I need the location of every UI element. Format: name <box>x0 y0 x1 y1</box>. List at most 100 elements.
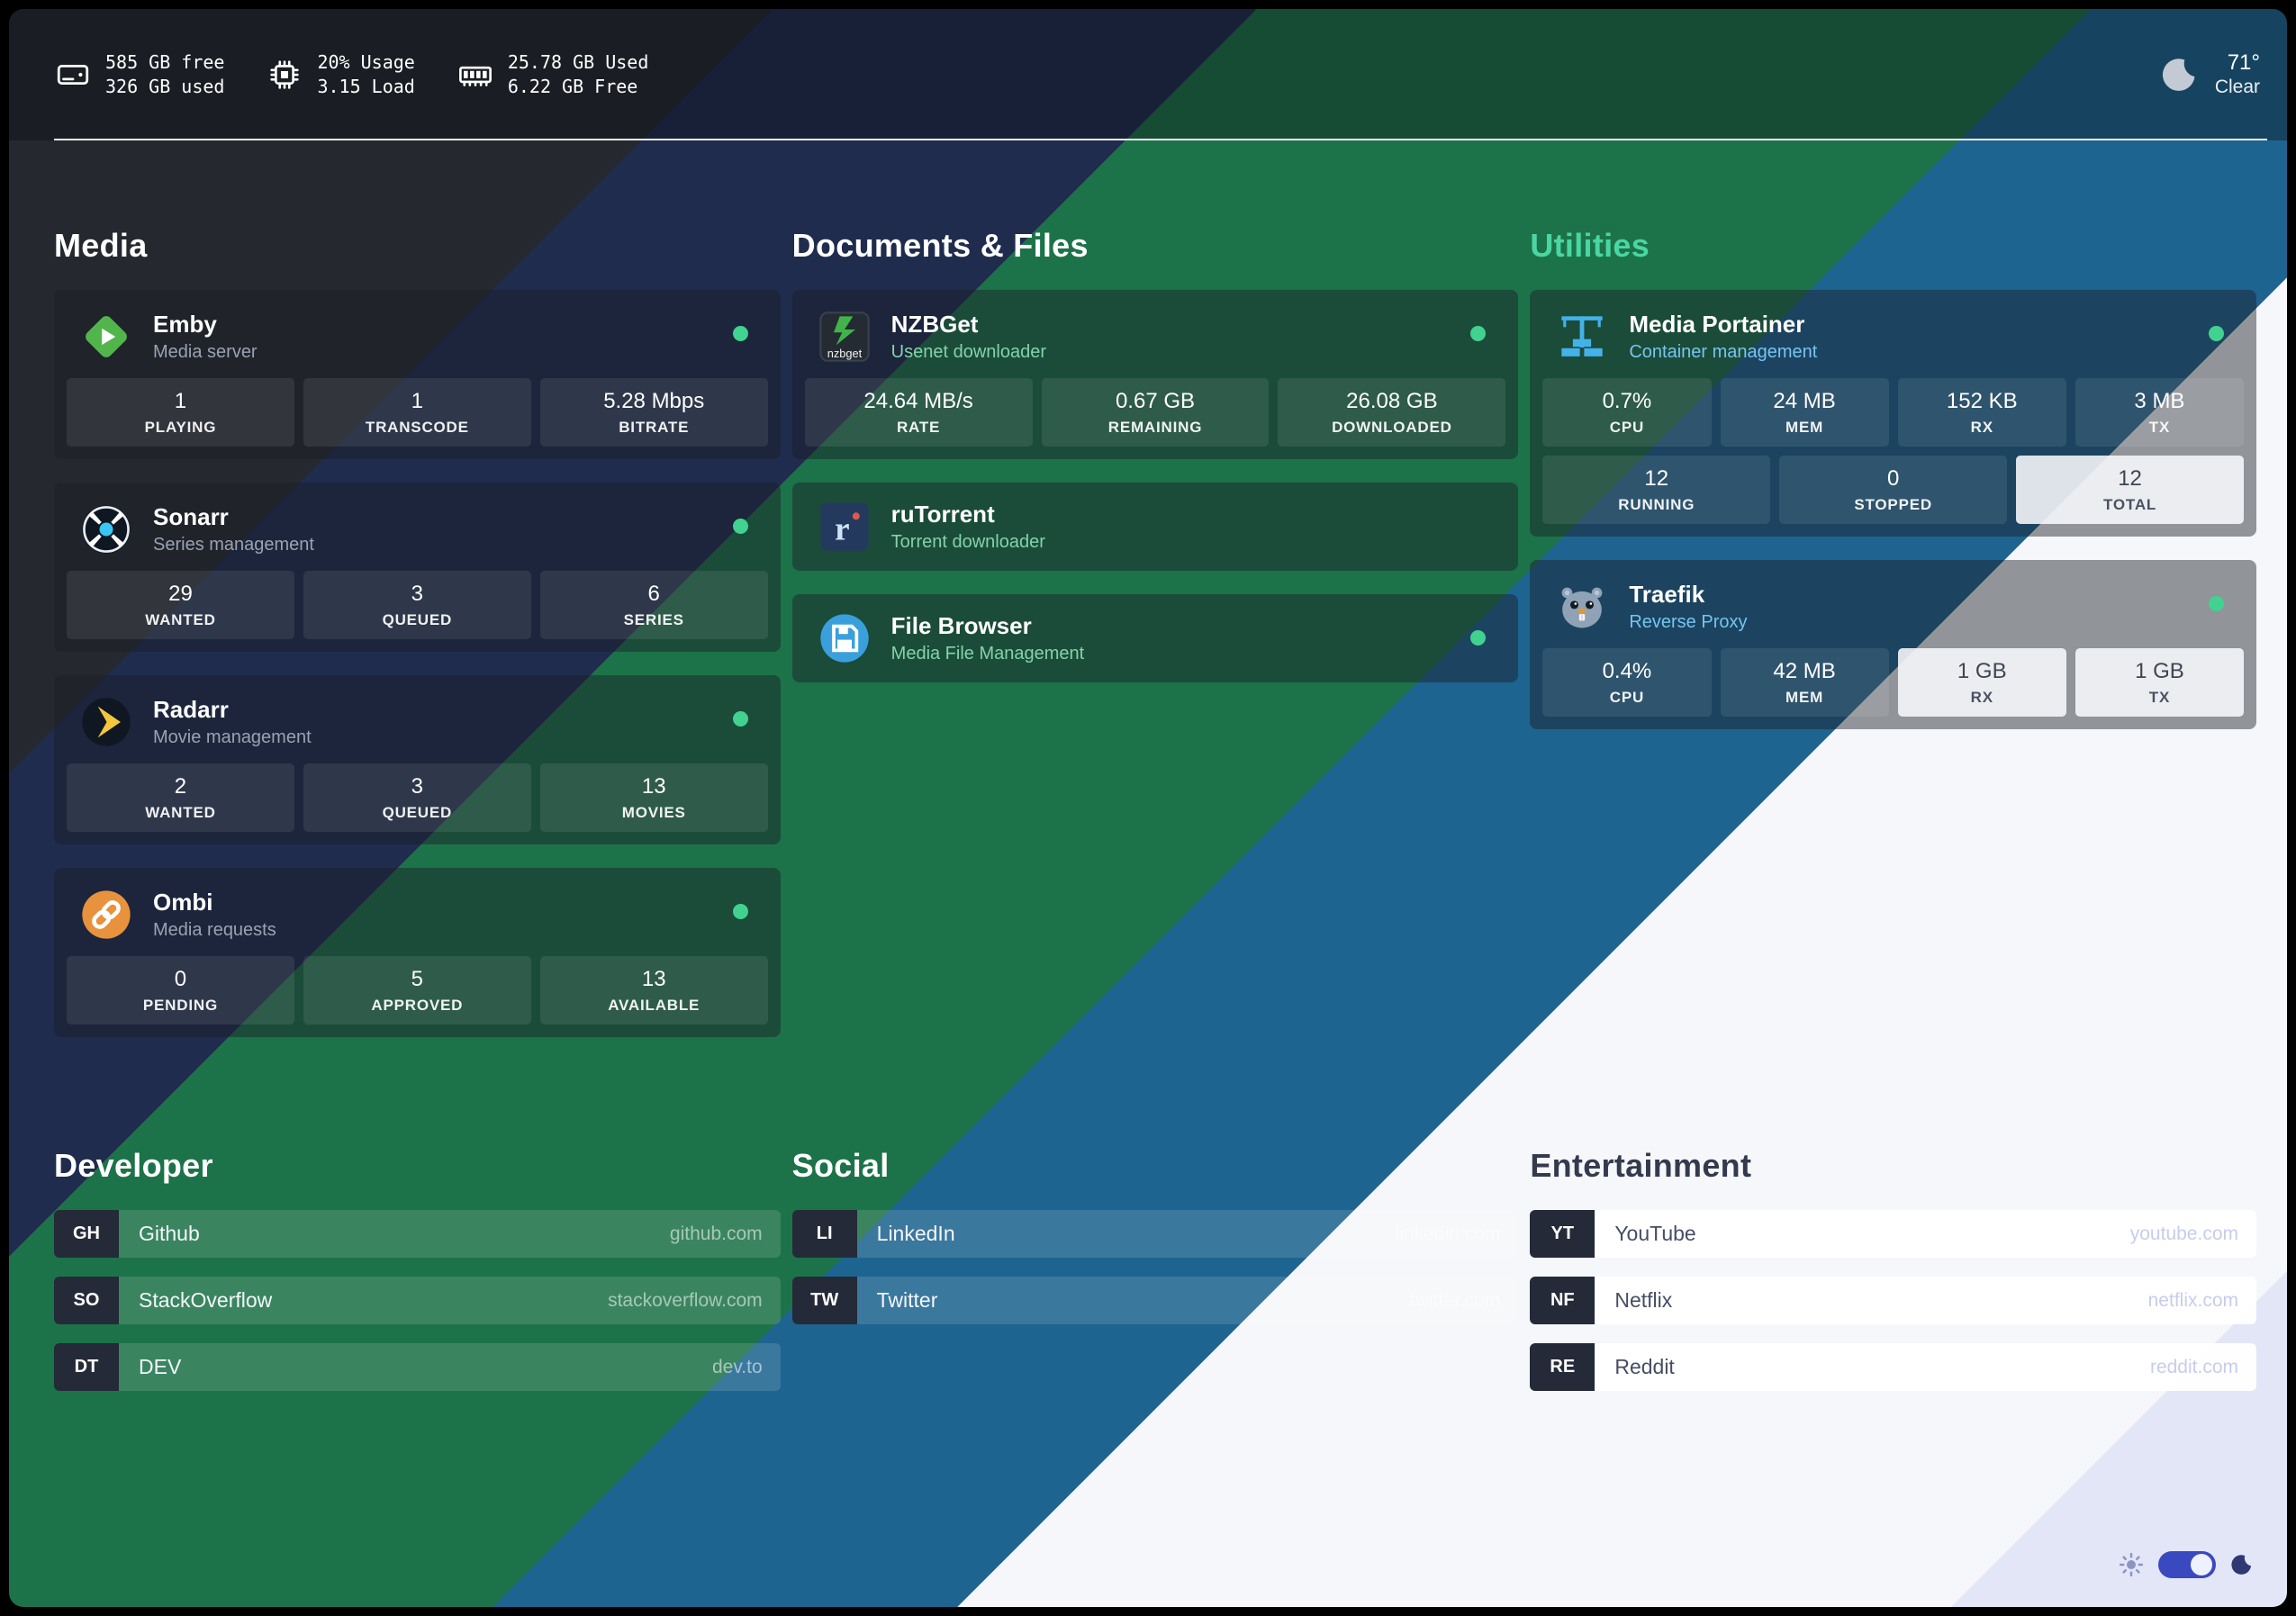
entertainment-section-title: Entertainment <box>1530 1147 1752 1184</box>
stat-remaining: 0.67 GB REMAINING <box>1041 378 1270 447</box>
status-dot <box>1470 630 1487 645</box>
service-title: Media Portainer <box>1629 310 1805 338</box>
social-section-title: Social <box>791 1147 890 1184</box>
stat-mem: 24 MB MEM <box>1720 378 1889 447</box>
stat-cpu: 0.7% CPU <box>1542 378 1712 447</box>
stat-rx: 1 GB RX <box>1897 648 2066 717</box>
dashboard: 585 GB free 326 GB used 20% Usage 3.15 Loa… <box>9 9 2287 1607</box>
stat-movies: 13 MOVIES <box>539 763 768 832</box>
link-dev[interactable]: DT DEV dev.to <box>54 1343 781 1391</box>
cpu-usage: 20% Usage 3.15 Load <box>266 50 415 99</box>
stat-rx: 152 KB RX <box>1897 378 2066 447</box>
status-dot <box>2209 596 2224 611</box>
service-card-sonarr[interactable]: Sonarr Series management 29 WANTED 3 QUE… <box>54 483 781 652</box>
cpu-usage-text: 20% Usage 3.15 Load <box>317 51 415 97</box>
stat-wanted: 29 WANTED <box>67 571 294 639</box>
radarr-icon <box>77 693 135 751</box>
service-subtitle: Series management <box>153 535 314 555</box>
stat-queued: 3 QUEUED <box>303 571 531 639</box>
service-subtitle: Media File Management <box>890 644 1085 664</box>
status-dot <box>732 519 748 534</box>
weather-widget: 71° Clear <box>2159 50 2260 99</box>
status-dot <box>732 711 748 727</box>
service-card-radarr[interactable]: Radarr Movie management 2 WANTED 3 QUEUE… <box>54 675 781 844</box>
service-subtitle: Reverse Proxy <box>1629 612 1748 633</box>
link-linkedin[interactable]: LI LinkedIn linkedin.com <box>791 1210 1519 1258</box>
linkedin-tile-icon: LI <box>791 1210 857 1258</box>
link-twitter[interactable]: TW Twitter twitter.com <box>791 1277 1519 1324</box>
stat-running: 12 RUNNING <box>1542 456 1771 524</box>
service-subtitle: Movie management <box>153 727 312 748</box>
section-entertainment: Entertainment YT YouTube youtube.com NF … <box>1530 1061 2256 1410</box>
stat-tx: 3 MB TX <box>2075 378 2245 447</box>
stat-approved: 5 APPROVED <box>303 956 531 1025</box>
service-subtitle: Usenet downloader <box>890 342 1046 363</box>
service-title: Emby <box>153 310 217 338</box>
stat-queued: 3 QUEUED <box>303 763 531 832</box>
link-reddit[interactable]: RE Reddit reddit.com <box>1530 1343 2256 1391</box>
utilities-section-title: Utilities <box>1530 227 1650 264</box>
filebrowser-icon <box>816 609 873 667</box>
service-subtitle: Media requests <box>153 920 276 941</box>
moon-icon <box>2159 54 2201 95</box>
service-card-rutorrent[interactable]: r ruTorrent Torrent downloader <box>791 483 1519 571</box>
topbar: 585 GB free 326 GB used 20% Usage 3.15 Loa… <box>9 9 2287 140</box>
portainer-icon <box>1553 308 1611 366</box>
stat-available: 13 AVAILABLE <box>539 956 768 1025</box>
weather-temperature: 71° <box>2227 50 2260 75</box>
service-card-filebrowser[interactable]: File Browser Media File Management <box>791 594 1519 682</box>
disk-usage-text: 585 GB free 326 GB used <box>105 51 225 97</box>
service-card-nzbget[interactable]: nzbget NZBGet Usenet downloader 24.64 MB… <box>791 290 1519 459</box>
theme-toggle-knob <box>2191 1554 2212 1575</box>
cpu-icon <box>266 56 303 94</box>
service-subtitle: Torrent downloader <box>890 532 1045 553</box>
status-dot <box>2209 326 2224 341</box>
section-media: Media Emby Media server <box>54 140 781 1061</box>
service-subtitle: Media server <box>153 342 258 363</box>
memory-icon <box>456 56 494 94</box>
service-card-ombi[interactable]: Ombi Media requests 0 PENDING 5 APPROVED <box>54 868 781 1037</box>
section-documents: Documents & Files nzbget NZBGet Usenet d… <box>791 140 1519 1061</box>
service-title: Radarr <box>153 695 229 723</box>
stat-series: 6 SERIES <box>539 571 768 639</box>
developer-section-title: Developer <box>54 1147 213 1184</box>
system-stats: 585 GB free 326 GB used 20% Usage 3.15 Loa… <box>54 50 648 99</box>
theme-toggle[interactable] <box>2158 1551 2216 1578</box>
service-title: Traefik <box>1629 580 1705 608</box>
documents-section-title: Documents & Files <box>791 227 1089 264</box>
link-youtube[interactable]: YT YouTube youtube.com <box>1530 1210 2256 1258</box>
disk-usage: 585 GB free 326 GB used <box>54 50 224 99</box>
stat-rate: 24.64 MB/s RATE <box>804 378 1033 447</box>
service-card-traefik[interactable]: Traefik Reverse Proxy 0.4% CPU 42 MB MEM <box>1530 560 2256 729</box>
status-dot <box>732 326 748 341</box>
service-card-portainer[interactable]: Media Portainer Container management 0.7… <box>1530 290 2256 537</box>
disk-icon <box>54 56 92 94</box>
svg-text:r: r <box>835 511 850 548</box>
link-stackoverflow[interactable]: SO StackOverflow stackoverflow.com <box>54 1277 781 1324</box>
link-netflix[interactable]: NF Netflix netflix.com <box>1530 1277 2256 1324</box>
section-utilities: Utilities <box>1530 140 2256 1061</box>
weather-condition: Clear <box>2214 77 2260 97</box>
status-dot <box>1470 326 1487 341</box>
stat-mem: 42 MB MEM <box>1720 648 1889 717</box>
link-github[interactable]: GH Github github.com <box>54 1210 781 1258</box>
netflix-tile-icon: NF <box>1530 1277 1595 1324</box>
service-title: NZBGet <box>890 310 979 338</box>
service-title: ruTorrent <box>890 500 995 528</box>
service-title: Sonarr <box>153 502 229 530</box>
stat-transcode: 1 TRANSCODE <box>303 378 531 447</box>
rutorrent-icon: r <box>816 498 873 555</box>
emby-icon <box>77 308 135 366</box>
service-title: Ombi <box>153 888 213 916</box>
dev-tile-icon: DT <box>54 1343 119 1391</box>
stat-cpu: 0.4% CPU <box>1542 648 1712 717</box>
reddit-tile-icon: RE <box>1530 1343 1595 1391</box>
nzbget-icon: nzbget <box>816 308 873 366</box>
theme-toggle-area <box>2118 1551 2255 1578</box>
sonarr-icon <box>77 501 135 558</box>
stat-total: 12 TOTAL <box>2016 456 2244 524</box>
svg-text:nzbget: nzbget <box>827 347 862 360</box>
service-card-emby[interactable]: Emby Media server 1 PLAYING 1 TRANSCODE <box>54 290 781 459</box>
twitter-tile-icon: TW <box>791 1277 857 1324</box>
media-section-title: Media <box>54 227 148 264</box>
